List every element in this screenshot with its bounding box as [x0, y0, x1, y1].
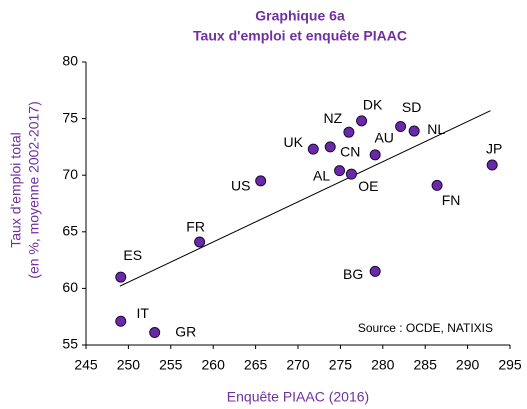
y-axis-title: Taux d'emploi total [8, 132, 24, 248]
point-label: OE [358, 178, 378, 194]
point [408, 125, 420, 137]
x-tick-label: 280 [371, 357, 395, 373]
point [324, 141, 336, 153]
x-tick-label: 250 [117, 357, 141, 373]
point [356, 115, 368, 127]
point-label: FR [186, 219, 205, 235]
x-tick-label: 290 [456, 357, 480, 373]
x-axis-title: Enquête PIAAC (2016) [227, 389, 369, 405]
y-tick-label: 65 [62, 223, 78, 239]
point-label: ES [123, 247, 142, 263]
y-tick-label: 55 [62, 336, 78, 352]
point [115, 271, 127, 283]
point-label: SD [402, 99, 421, 115]
point [345, 168, 357, 180]
point-label: UK [284, 134, 304, 150]
x-tick-label: 265 [244, 357, 268, 373]
annotation: Source : OCDE, NATIXIS [358, 321, 493, 335]
point-label: GR [175, 323, 196, 339]
point-label: NZ [324, 110, 343, 126]
chart-title: Graphique 6a [255, 8, 345, 24]
point [486, 159, 498, 171]
x-tick-label: 255 [159, 357, 183, 373]
x-tick-label: 285 [414, 357, 438, 373]
point [369, 265, 381, 277]
point [255, 175, 267, 187]
y-tick-label: 70 [62, 166, 78, 182]
x-tick-label: 260 [202, 357, 226, 373]
y-tick-label: 80 [62, 53, 78, 69]
point-label: AU [374, 130, 393, 146]
x-tick-label: 275 [329, 357, 353, 373]
point-label: NL [427, 121, 445, 137]
point [369, 149, 381, 161]
point [194, 236, 206, 248]
point [115, 315, 127, 327]
point [307, 143, 319, 155]
point-label: BG [343, 266, 363, 282]
x-tick-label: 270 [286, 357, 310, 373]
point [395, 121, 407, 133]
point [149, 327, 161, 339]
point [431, 179, 443, 191]
chart-subtitle: Taux d'emploi et enquête PIAAC [193, 28, 407, 44]
point-label: CN [340, 144, 360, 160]
y-tick-label: 60 [62, 279, 78, 295]
point-label: AL [313, 167, 330, 183]
x-tick-label: 245 [74, 357, 98, 373]
y-tick-label: 75 [62, 109, 78, 125]
point-label: DK [363, 97, 383, 113]
point-label: IT [137, 305, 150, 321]
point [343, 126, 355, 138]
trend-line [119, 110, 491, 287]
y-axis-title: (en %, moyenne 2002-2017) [26, 101, 42, 278]
point-label: FN [442, 192, 461, 208]
point [334, 165, 346, 177]
point-label: JP [486, 141, 502, 157]
x-tick-label: 295 [498, 357, 522, 373]
point-label: US [231, 178, 250, 194]
